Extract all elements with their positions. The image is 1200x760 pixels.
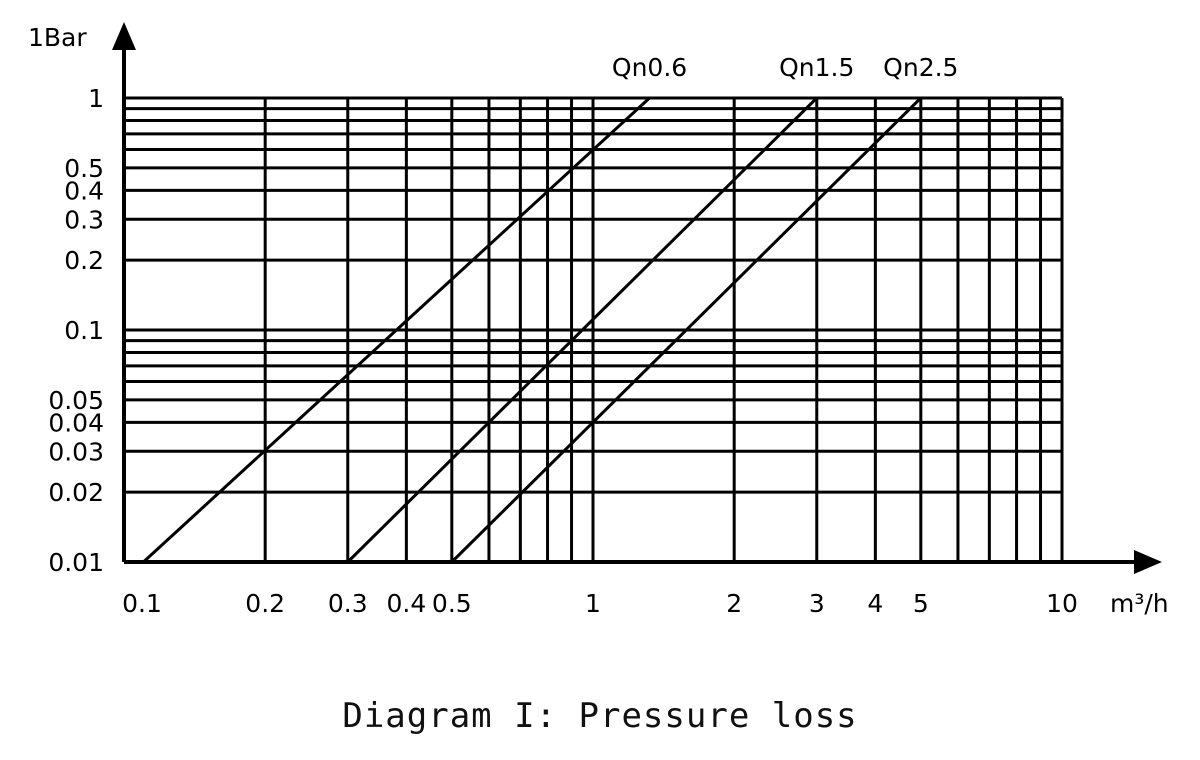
y-tick-label: 0.5 [64,154,104,183]
series-labels: Qn0.6 Qn1.5 Qn2.5 [612,53,959,82]
y-tick-label: 0.3 [64,205,104,234]
x-tick-label: 2 [726,589,742,618]
series-line-qn2-5 [450,96,922,564]
chart-caption: Diagram I: Pressure loss [342,696,858,736]
x-tick-label: 10 [1046,589,1078,618]
y-axis-arrow-icon [112,22,136,50]
x-tick-label: 4 [867,589,883,618]
series-line-qn0-6 [142,96,651,564]
y-tick-label: 0.4 [64,176,104,205]
x-tick-label: 0.4 [386,589,426,618]
series-line-qn1-5 [346,96,818,564]
x-axis-unit-label: m³/h [1110,589,1169,618]
y-tick-label: 0.1 [64,316,104,345]
x-tick-label: 0.5 [432,589,472,618]
y-tick-label: 0.04 [48,408,104,437]
y-tick-label: 0.03 [48,437,104,466]
y-tick-label: 0.01 [48,548,104,577]
x-tick-label: 0.1 [122,589,162,618]
axes [112,22,1162,574]
series-label: Qn1.5 [779,53,854,82]
series-label: Qn0.6 [612,53,687,82]
series-lines [142,96,922,564]
series-label: Qn2.5 [883,53,958,82]
x-tick-labels: 0.1 0.2 0.3 0.4 0.5 1 2 3 4 5 10 [122,589,1078,618]
x-axis-arrow-icon [1134,550,1162,574]
x-tick-label: 5 [913,589,929,618]
y-tick-label: 0.05 [48,386,104,415]
x-tick-label: 0.2 [245,589,285,618]
x-tick-label: 3 [809,589,825,618]
x-tick-label: 0.3 [328,589,368,618]
y-tick-label: 1 [88,84,104,113]
y-tick-label: 0.02 [48,478,104,507]
y-tick-label: 0.2 [64,246,104,275]
y-axis-unit-label: 1Bar [28,23,87,52]
y-tick-labels: 0.01 0.02 0.030.040.05 0.1 0.2 0.30.40.5 1 [48,84,104,577]
x-tick-label: 1 [585,589,601,618]
horizontal-gridlines [124,96,1062,494]
